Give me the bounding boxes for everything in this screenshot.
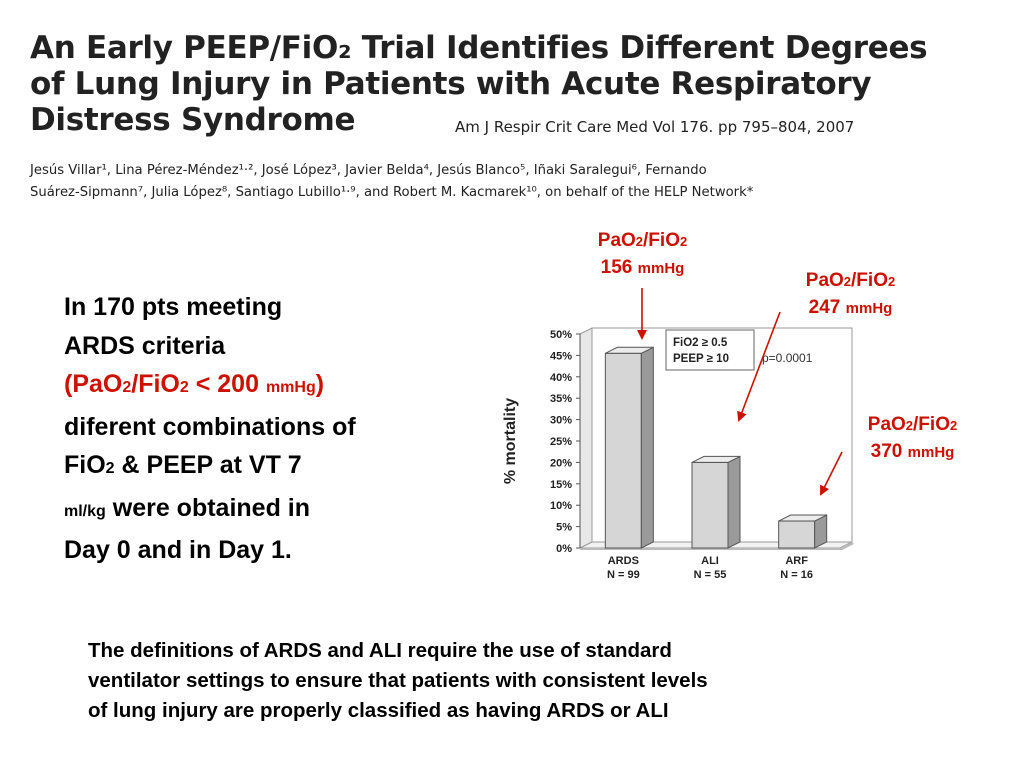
category-n-label: N = 16 bbox=[780, 569, 813, 581]
category-label: ARDS bbox=[608, 555, 639, 567]
intro-line-3: (PaO2/FiO2 < 200 mmHg) bbox=[64, 365, 464, 408]
intro-line-7: Day 0 and in Day 1. bbox=[64, 536, 292, 564]
category-label: ALI bbox=[701, 555, 719, 567]
y-tick-label: 5% bbox=[556, 522, 572, 534]
annotation-ali: PaO2/FiO2 247 mmHg bbox=[778, 268, 923, 322]
bar-side-ali bbox=[727, 455, 741, 549]
ann-ali-unit: mmHg bbox=[845, 300, 893, 317]
y-tick-label: 50% bbox=[550, 329, 572, 341]
annotation-arf: PaO2/FiO2 370 mmHg bbox=[840, 412, 985, 466]
ann-ali-sub1: 2 bbox=[843, 274, 852, 289]
ann-arf-sub1: 2 bbox=[905, 418, 914, 433]
bar-ards bbox=[604, 352, 642, 549]
legend-line-1: FiO2 ≥ 0.5 bbox=[673, 337, 728, 349]
chart-side-wall bbox=[579, 327, 593, 549]
bar-ali bbox=[691, 461, 729, 549]
ann-ards-fio: /FiO bbox=[643, 230, 680, 251]
authors-line-2: Suárez-Sipmann⁷, Julia López⁸, Santiago … bbox=[30, 185, 754, 200]
intro-threshold: < 200 bbox=[188, 370, 266, 398]
y-tick-label: 35% bbox=[550, 393, 572, 405]
p-value-label: p=0.0001 bbox=[762, 351, 813, 365]
title-line-2: of Lung Injury in Patients with Acute Re… bbox=[30, 66, 872, 102]
title-line-1: An Early PEEP/FiO₂ Trial Identifies Diff… bbox=[30, 30, 928, 66]
y-tick-label: 0% bbox=[556, 543, 572, 555]
annotation-ards: PaO2/FiO2 156 mmHg bbox=[570, 228, 715, 282]
ann-ali-sub2: 2 bbox=[887, 274, 896, 289]
y-tick-label: 15% bbox=[550, 479, 572, 491]
intro-peep: & PEEP at VT 7 bbox=[114, 451, 302, 479]
ann-arf-value: 370 bbox=[870, 441, 903, 462]
intro-text: In 170 pts meeting ARDS criteria (PaO2/F… bbox=[64, 288, 464, 570]
intro-line-6: ml/kg were obtained in bbox=[64, 489, 464, 532]
category-label: ARF bbox=[785, 555, 808, 567]
bar-top-ali bbox=[691, 455, 741, 463]
ann-ards-unit: mmHg bbox=[637, 260, 685, 277]
category-n-label: N = 99 bbox=[607, 569, 640, 581]
journal-citation: Am J Respir Crit Care Med Vol 176. pp 79… bbox=[455, 118, 855, 136]
bar-side-ards bbox=[640, 346, 654, 549]
arrow-arf bbox=[820, 451, 843, 496]
footer-note: The definitions of ARDS and ALI require … bbox=[88, 636, 988, 726]
arrow-ali bbox=[737, 311, 781, 422]
ann-ali-fio: /FiO bbox=[851, 270, 888, 291]
y-tick-label: 45% bbox=[550, 350, 572, 362]
footer-line-2: ventilator settings to ensure that patie… bbox=[88, 669, 708, 692]
y-tick-label: 20% bbox=[550, 457, 572, 469]
intro-fio-sub: 2 bbox=[179, 379, 189, 396]
y-tick-label: 10% bbox=[550, 500, 572, 512]
intro-close: ) bbox=[315, 370, 325, 398]
authors-line-1: Jesús Villar¹, Lina Pérez-Méndez¹·², Jos… bbox=[30, 163, 707, 178]
ann-arf-fio: /FiO bbox=[913, 414, 950, 435]
intro-mlkg: ml/kg bbox=[64, 502, 106, 520]
y-tick-label: 25% bbox=[550, 436, 572, 448]
ann-ards-sub2: 2 bbox=[679, 234, 688, 249]
ann-arf-sub2: 2 bbox=[949, 418, 958, 433]
paper-title: An Early PEEP/FiO₂ Trial Identifies Diff… bbox=[30, 30, 990, 138]
bar-top-arf bbox=[778, 514, 827, 522]
intro-fio: /FiO bbox=[131, 370, 180, 398]
intro-fio2-sub: 2 bbox=[105, 460, 115, 477]
ann-arf-unit: mmHg bbox=[907, 444, 955, 461]
category-n-label: N = 55 bbox=[694, 569, 727, 581]
intro-pao-sub: 2 bbox=[122, 379, 132, 396]
title-line-3: Distress Syndrome bbox=[30, 102, 356, 138]
y-axis-label: % mortality bbox=[502, 398, 519, 484]
ann-arf-pao: PaO bbox=[867, 414, 906, 435]
y-tick-label: 40% bbox=[550, 372, 572, 384]
y-tick-label: 30% bbox=[550, 415, 572, 427]
ann-ali-value: 247 bbox=[808, 297, 841, 318]
intro-unit: mmHg bbox=[265, 379, 316, 396]
intro-obtained: were obtained in bbox=[105, 493, 310, 522]
ann-ards-sub1: 2 bbox=[635, 234, 644, 249]
intro-line-1: In 170 pts meeting bbox=[64, 293, 283, 321]
footer-line-1: The definitions of ARDS and ALI require … bbox=[88, 639, 672, 662]
intro-line-4: diferent combinations of bbox=[64, 412, 356, 441]
intro-fio2: FiO bbox=[64, 451, 106, 479]
legend-box bbox=[665, 329, 755, 371]
ann-ards-pao: PaO bbox=[597, 230, 636, 251]
intro-pao: (PaO bbox=[64, 370, 123, 398]
ann-ali-pao: PaO bbox=[805, 270, 844, 291]
footer-line-3: of lung injury are properly classified a… bbox=[88, 699, 669, 722]
legend-line-2: PEEP ≥ 10 bbox=[673, 353, 729, 365]
bar-top-ards bbox=[605, 346, 654, 354]
ann-ards-value: 156 bbox=[600, 257, 633, 278]
author-list: Jesús Villar¹, Lina Pérez-Méndez¹·², Jos… bbox=[30, 160, 1015, 204]
bar-arf bbox=[778, 520, 816, 549]
intro-line-2: ARDS criteria bbox=[64, 331, 226, 360]
intro-line-5: FiO2 & PEEP at VT 7 bbox=[64, 446, 464, 489]
